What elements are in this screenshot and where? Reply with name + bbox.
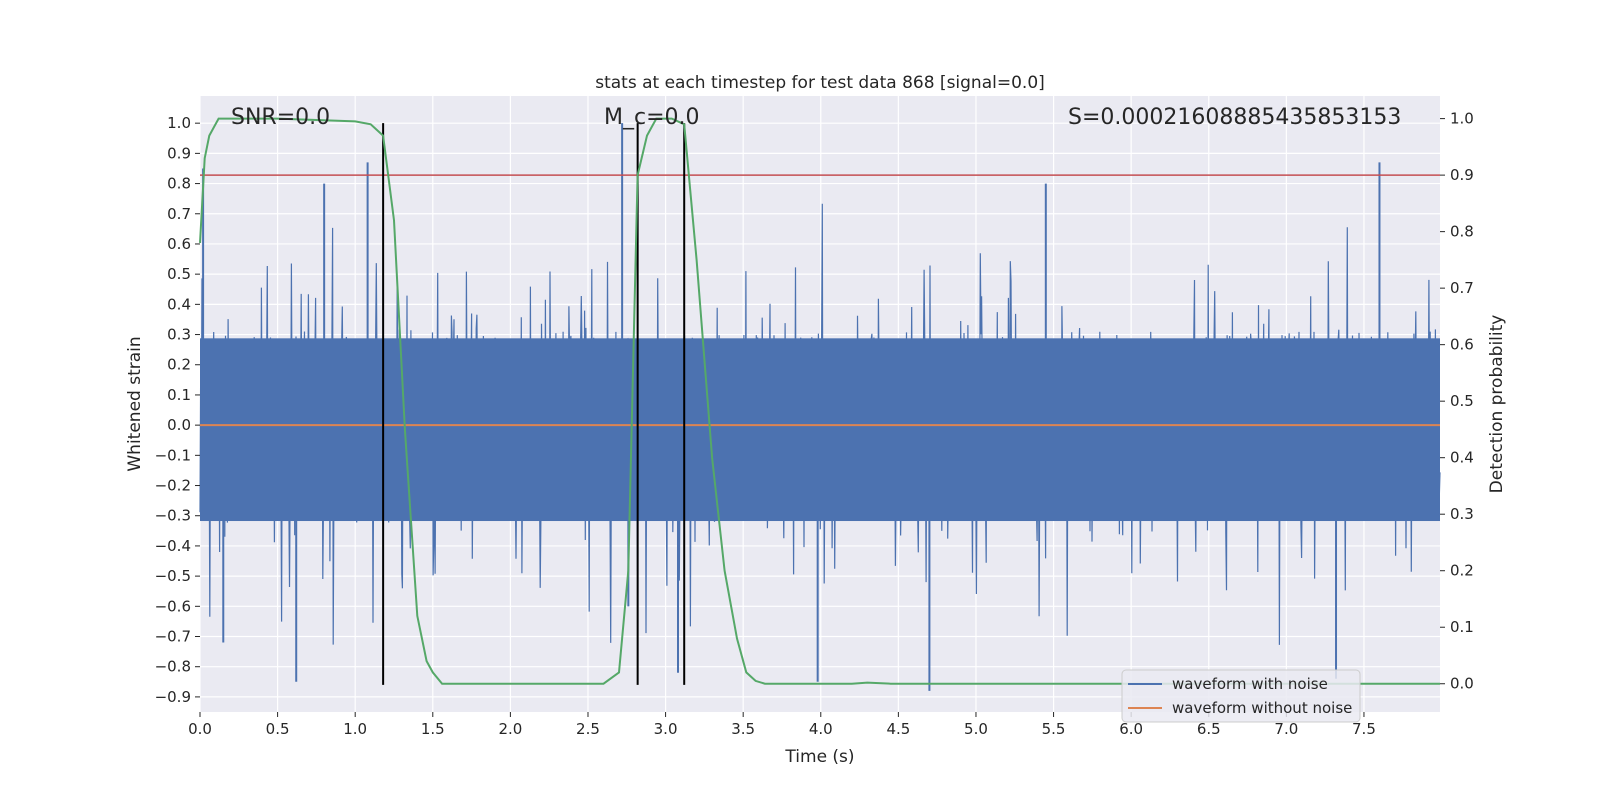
y-tick-label: 0.0 bbox=[167, 416, 191, 434]
annotation-snr: SNR=0.0 bbox=[231, 105, 330, 130]
legend-box bbox=[1121, 669, 1361, 723]
y-tick-label: −0.7 bbox=[155, 628, 191, 646]
y-right-tick-label: 0.7 bbox=[1450, 279, 1474, 297]
x-tick-label: 5.0 bbox=[964, 720, 988, 738]
y-tick-label: 0.9 bbox=[167, 144, 191, 162]
y-tick-label: 0.8 bbox=[167, 175, 191, 193]
y-tick-label: 0.7 bbox=[167, 205, 191, 223]
y-right-tick-label: 1.0 bbox=[1450, 110, 1474, 128]
detection-probability-line bbox=[199, 117, 1440, 685]
y-tick-label: 0.1 bbox=[167, 386, 191, 404]
y-tick-label: −0.1 bbox=[155, 446, 191, 464]
x-tick-label: 1.5 bbox=[421, 720, 445, 738]
y-axis-label: Whitened strain bbox=[125, 336, 145, 471]
y-right-tick-label: 0.8 bbox=[1450, 223, 1474, 241]
y-tick-label: −0.6 bbox=[155, 597, 191, 615]
x-axis: 0.0 0.5 1.0 1.5 2.0 2.5 3.0 3.5 4.0 4.5 5.0 5.5 6.0 6… bbox=[188, 712, 1376, 738]
x-tick-label: 2.0 bbox=[498, 720, 522, 738]
x-tick-label: 0.0 bbox=[188, 720, 212, 738]
y-right-tick-label: 0.3 bbox=[1450, 505, 1474, 523]
y-right-tick-label: 0.1 bbox=[1450, 618, 1474, 636]
legend-label-noise: waveform with noise bbox=[1172, 675, 1328, 693]
y-tick-label: −0.4 bbox=[155, 537, 191, 555]
chart-title: stats at each timestep for test data 868… bbox=[595, 73, 1045, 93]
y-tick-label: 0.4 bbox=[167, 295, 191, 313]
y-tick-label: −0.2 bbox=[155, 477, 191, 495]
y-tick-label: 0.6 bbox=[167, 235, 191, 253]
legend: waveform with noise waveform without noi… bbox=[1121, 669, 1361, 723]
y-axis-right: 1.0 0.9 0.8 0.7 0.6 0.5 0.4 0.3 0.2 0.1 0.0 bbox=[1440, 110, 1474, 693]
x-tick-label: 4.5 bbox=[886, 720, 910, 738]
x-tick-label: 7.5 bbox=[1352, 720, 1376, 738]
y-tick-label: −0.3 bbox=[155, 507, 191, 525]
noise-core-band bbox=[200, 338, 1440, 522]
annotation-s: S=0.00021608885435853153 bbox=[1068, 105, 1401, 130]
x-tick-label: 6.5 bbox=[1197, 720, 1221, 738]
x-tick-label: 1.0 bbox=[343, 720, 367, 738]
y-tick-label: 1.0 bbox=[167, 114, 191, 132]
y-tick-label: −0.8 bbox=[155, 658, 191, 676]
y-right-tick-label: 0.5 bbox=[1450, 392, 1474, 410]
x-tick-label: 2.5 bbox=[576, 720, 600, 738]
x-tick-label: 6.0 bbox=[1119, 720, 1143, 738]
y-right-tick-label: 0.2 bbox=[1450, 562, 1474, 580]
annotation-chirp-mass: M_c=0.0 bbox=[604, 105, 700, 130]
x-tick-label: 5.5 bbox=[1042, 720, 1066, 738]
y-tick-label: −0.9 bbox=[155, 688, 191, 706]
y-axis-right-label: Detection probability bbox=[1487, 315, 1507, 494]
x-tick-label: 7.0 bbox=[1274, 720, 1298, 738]
noise-series bbox=[199, 123, 1441, 691]
x-tick-label: 0.5 bbox=[266, 720, 290, 738]
y-tick-label: 0.5 bbox=[167, 265, 191, 283]
y-tick-label: 0.3 bbox=[167, 326, 191, 344]
y-right-tick-label: 0.4 bbox=[1450, 449, 1474, 467]
y-right-tick-label: 0.9 bbox=[1450, 166, 1474, 184]
y-axis-left: 1.0 0.9 0.8 0.7 0.6 0.5 0.4 0.3 0.2 0.1 0.0 −0.1 −0.… bbox=[155, 114, 200, 706]
y-right-tick-label: 0.6 bbox=[1450, 336, 1474, 354]
x-axis-label: Time (s) bbox=[784, 747, 854, 767]
y-tick-label: −0.5 bbox=[155, 567, 191, 585]
legend-label-clean: waveform without noise bbox=[1172, 699, 1352, 717]
overlay-lines bbox=[199, 117, 1440, 685]
x-tick-label: 4.0 bbox=[809, 720, 833, 738]
y-right-tick-label: 0.0 bbox=[1450, 675, 1474, 693]
x-tick-label: 3.0 bbox=[654, 720, 678, 738]
y-tick-label: 0.2 bbox=[167, 356, 191, 374]
x-tick-label: 3.5 bbox=[731, 720, 755, 738]
